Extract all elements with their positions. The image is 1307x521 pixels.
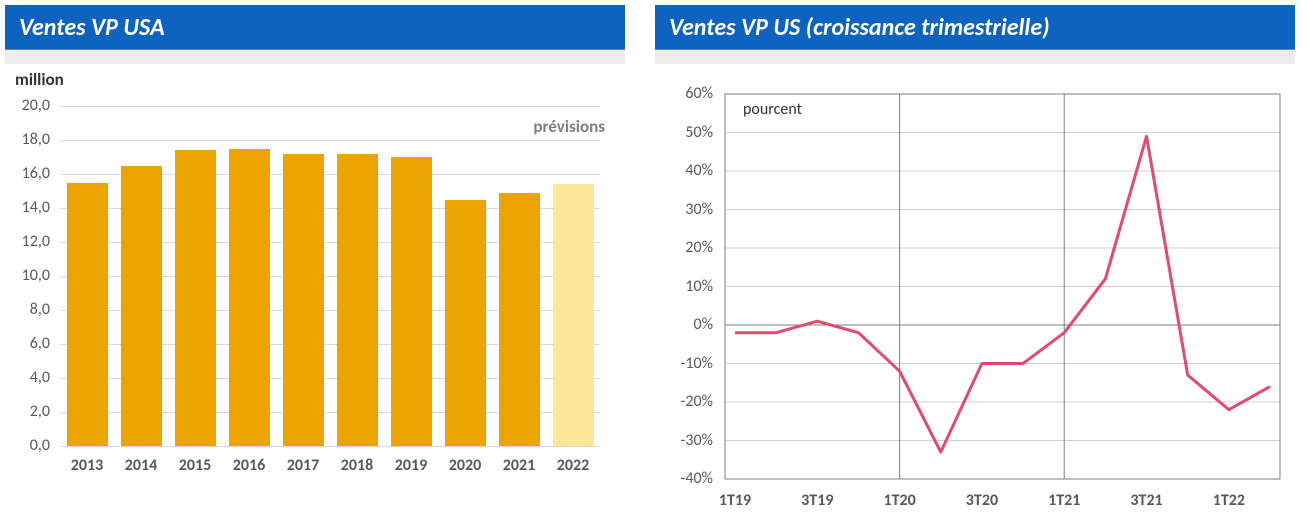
bar-2018 [337, 154, 378, 446]
line-y-tick-label: 60% [655, 84, 713, 103]
bar-y-tick-label: 8,0 [5, 300, 50, 319]
bar-2014 [121, 166, 162, 447]
line-x-label: 1T22 [1199, 491, 1259, 510]
line-y-tick-label: 10% [655, 277, 713, 296]
bar-y-tick-label: 20,0 [5, 96, 50, 115]
line-y-tick-label: -40% [655, 469, 713, 488]
bar-2015 [175, 150, 216, 446]
bar-2020 [445, 200, 486, 447]
bar-gridline [60, 446, 600, 447]
line-chart-panel: Ventes VP US (croissance trimestrielle) … [655, 5, 1295, 516]
line-y-tick-label: -10% [655, 354, 713, 373]
line-y-tick-label: 0% [655, 315, 713, 334]
bar-chart-area: million prévisions 0,0 2,0 4,0 6,0 8,0 10,0 12… [5, 64, 625, 516]
bar-x-label: 2014 [115, 456, 168, 475]
bar-y-tick-label: 10,0 [5, 266, 50, 285]
line-chart-title-bar: Ventes VP US (croissance trimestrielle) [655, 5, 1295, 49]
bar-x-label: 2022 [547, 456, 600, 475]
line-y-tick-label: 50% [655, 123, 713, 142]
page-root: Ventes VP USA million prévisions 0,0 2,0 4… [0, 0, 1307, 521]
bar-x-label: 2013 [61, 456, 114, 475]
line-y-tick-label: 30% [655, 200, 713, 219]
line-y-tick-label: 40% [655, 161, 713, 180]
bar-gridline [60, 140, 600, 141]
bar-x-label: 2021 [493, 456, 546, 475]
bar-x-label: 2019 [385, 456, 438, 475]
bar-2021 [499, 193, 540, 446]
bar-y-tick-label: 0,0 [5, 436, 50, 455]
bar-chart-title: Ventes VP USA [19, 13, 165, 42]
line-chart-svg [655, 64, 1300, 484]
line-x-label: 1T20 [870, 491, 930, 510]
line-chart-title: Ventes VP US (croissance trimestrielle) [669, 13, 1050, 42]
bar-y-tick-label: 6,0 [5, 334, 50, 353]
line-y-tick-label: -30% [655, 431, 713, 450]
bar-y-unit-label: million [15, 69, 64, 90]
bar-x-label: 2018 [331, 456, 384, 475]
line-y-tick-label: -20% [655, 392, 713, 411]
bar-x-label: 2016 [223, 456, 276, 475]
bar-2019 [391, 157, 432, 446]
bar-prevision-label: prévisions [533, 116, 605, 137]
bar-2022 [553, 184, 594, 446]
line-x-label: 3T19 [787, 491, 847, 510]
line-x-label: 3T20 [952, 491, 1012, 510]
line-chart-underline [655, 49, 1295, 64]
bar-2016 [229, 149, 270, 447]
bar-chart-panel: Ventes VP USA million prévisions 0,0 2,0 4… [5, 5, 625, 516]
bar-y-tick-label: 16,0 [5, 164, 50, 183]
bar-x-label: 2015 [169, 456, 222, 475]
bar-y-tick-label: 18,0 [5, 130, 50, 149]
line-inner-unit-label: pourcent [743, 100, 802, 119]
bar-gridline [60, 106, 600, 107]
bar-chart-underline [5, 49, 625, 64]
bar-y-tick-label: 2,0 [5, 402, 50, 421]
bar-x-label: 2017 [277, 456, 330, 475]
bar-y-tick-label: 14,0 [5, 198, 50, 217]
line-chart-area: -40% -30% -20% -10% 0% 10% 20% 30% 40% 50% 60% 1T19… [655, 64, 1295, 516]
bar-x-label: 2020 [439, 456, 492, 475]
line-x-label: 1T21 [1034, 491, 1094, 510]
bar-y-tick-label: 12,0 [5, 232, 50, 251]
bar-2013 [67, 183, 108, 447]
line-series [735, 136, 1270, 452]
line-x-label: 1T19 [705, 491, 765, 510]
bar-y-tick-label: 4,0 [5, 368, 50, 387]
line-y-tick-label: 20% [655, 238, 713, 257]
line-x-label: 3T21 [1117, 491, 1177, 510]
bar-2017 [283, 154, 324, 446]
bar-chart-title-bar: Ventes VP USA [5, 5, 625, 49]
